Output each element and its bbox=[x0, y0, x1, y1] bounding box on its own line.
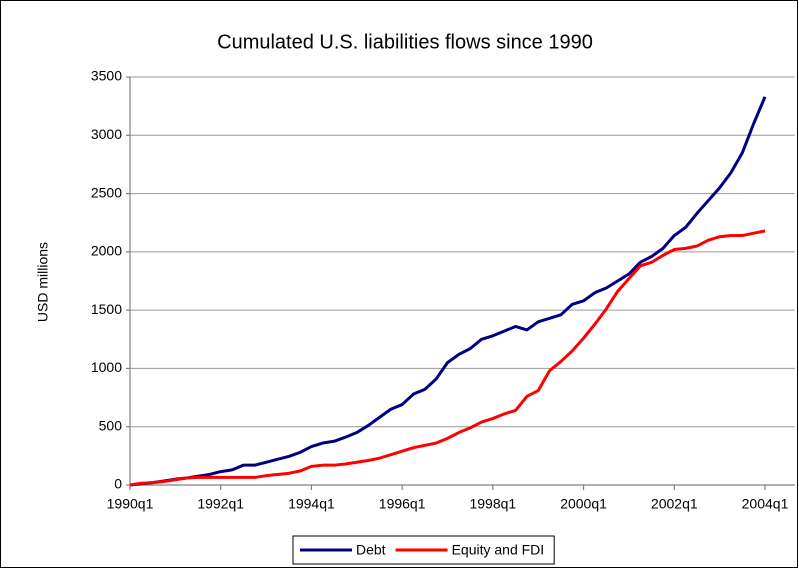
chart-title: Cumulated U.S. liabilities flows since 1… bbox=[217, 31, 593, 53]
x-tick-label: 1994q1 bbox=[288, 496, 335, 512]
y-tick-label: 1500 bbox=[91, 301, 122, 317]
y-tick-label: 3000 bbox=[91, 126, 122, 142]
y-tick-label: 0 bbox=[114, 476, 122, 492]
legend-label: Equity and FDI bbox=[452, 542, 545, 558]
x-tick-label: 2000q1 bbox=[560, 496, 607, 512]
x-tick-label: 2004q1 bbox=[742, 496, 789, 512]
y-tick-label: 3500 bbox=[91, 68, 122, 84]
y-tick-label: 500 bbox=[99, 417, 123, 433]
x-tick-label: 1996q1 bbox=[379, 496, 426, 512]
x-tick-label: 2002q1 bbox=[651, 496, 698, 512]
x-tick-label: 1992q1 bbox=[197, 496, 244, 512]
y-tick-label: 1000 bbox=[91, 359, 122, 375]
legend-label: Debt bbox=[356, 542, 386, 558]
x-tick-label: 1998q1 bbox=[469, 496, 516, 512]
y-axis-label: USD millions bbox=[35, 242, 51, 322]
x-tick-label: 1990q1 bbox=[107, 496, 154, 512]
data-line bbox=[129, 229, 766, 487]
data-line bbox=[129, 96, 767, 487]
y-tick-label: 2500 bbox=[91, 184, 122, 200]
y-tick-label: 2000 bbox=[91, 243, 122, 259]
